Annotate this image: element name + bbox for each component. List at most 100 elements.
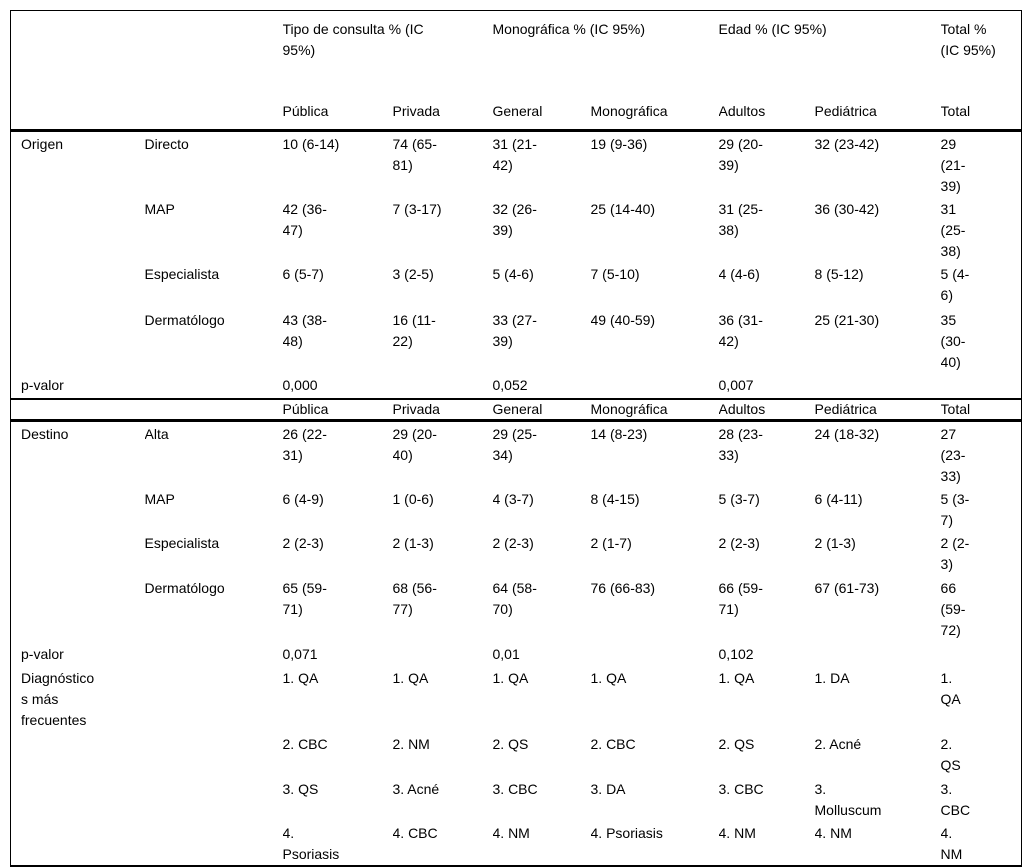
cell: 16 (11-22) (392, 312, 436, 349)
cell: 31 (25-38) (718, 201, 763, 238)
row-label (11, 308, 145, 373)
cell: 2 (1-3) (814, 534, 856, 551)
row-label: Origen (21, 136, 64, 152)
row-label: Destino (21, 425, 69, 442)
results-table: Tipo de consulta % (IC 95%) Monográfica %… (10, 10, 1023, 867)
cell: 64 (58-70) (492, 579, 537, 617)
header-group-row: Tipo de consulta % (IC 95%) Monográfica %… (11, 11, 1022, 100)
column-header (10, 99, 145, 132)
table-row: Diagnósticos más frecuentes 1. QA 1. QA 1. … (11, 666, 1022, 732)
cell (393, 642, 493, 666)
cell: 4. NM (718, 824, 756, 841)
group-header: Tipo de consulta % (IC 95%) (282, 21, 424, 58)
column-header: Monográfica (590, 398, 719, 422)
column-header (144, 99, 283, 132)
cell: 0,01 (492, 645, 520, 662)
cell: 1. QA (590, 669, 627, 686)
row-label (11, 576, 145, 642)
column-header: Privada (392, 99, 493, 132)
cell: 2. QS (492, 735, 529, 752)
column-header: Adultos (718, 99, 815, 132)
cell: 35 (30-40) (940, 312, 966, 370)
cell: 2 (2-3) (940, 534, 970, 572)
cell: 25 (21-30) (814, 312, 880, 328)
cell: 74 (65-81) (392, 136, 437, 173)
cell: 0,071 (282, 645, 318, 662)
cell: 2. QS (940, 735, 961, 773)
cell: 29 (20-39) (718, 136, 763, 173)
table-row: MAP 42 (36-47) 7 (3-17) 32 (26-39) 25 (14-40… (11, 197, 1022, 262)
column-header: General (492, 99, 591, 132)
row-sublabel (145, 777, 283, 821)
cell: 4. NM (940, 824, 963, 862)
cell: 24 (18-32) (814, 425, 880, 442)
cell: 0,052 (492, 377, 528, 393)
group-header: Edad % (IC 95%) (718, 21, 827, 37)
cell: 31 (25-38) (940, 201, 966, 259)
cell (591, 642, 719, 666)
cell: 2. Acné (814, 735, 862, 752)
header-columns-row: Pública Privada General Monográfica Adultos P… (10, 99, 1022, 132)
column-header: Pediátrica (814, 398, 941, 422)
column-header: Total (940, 99, 1022, 132)
table-row: Dermatólogo 65 (59-71) 68 (56-77) 64 (58-70… (11, 576, 1022, 642)
cell: 2. CBC (590, 735, 636, 752)
row-label: Diagnósticos más frecuentes (21, 669, 95, 728)
row-label (11, 777, 145, 821)
row-sublabel: Especialista (144, 266, 220, 282)
row-sublabel: Especialista (144, 534, 220, 551)
column-header: Privada (392, 398, 493, 422)
cell: 3. CBC (940, 780, 971, 818)
cell: 29 (20-40) (392, 425, 437, 463)
group-header: Monográfica % (IC 95%) (492, 21, 646, 37)
cell: 76 (66-83) (590, 579, 656, 596)
cell: 68 (56-77) (392, 579, 437, 617)
cell: 3. DA (590, 780, 626, 797)
row-label (11, 197, 145, 262)
cell: 66 (59-72) (940, 579, 966, 638)
cell: 0,000 (282, 377, 318, 393)
table-row: p-valor 0,071 0,01 0,102 (11, 642, 1022, 666)
cell: 1. QA (492, 669, 529, 686)
cell: 25 (14-40) (590, 201, 656, 217)
repeated-header-row: Pública Privada General Monográfica Adultos P… (10, 398, 1022, 422)
cell: 28 (23-33) (718, 425, 763, 463)
column-header: General (492, 398, 591, 422)
cell: 4. NM (492, 824, 530, 841)
cell: 7 (3-17) (392, 201, 442, 217)
cell: 2 (2-3) (282, 534, 324, 551)
table-row: Dermatólogo 43 (38-48) 16 (11-22) 33 (27-39… (11, 308, 1022, 373)
column-header: Pública (282, 99, 393, 132)
table-row: 2. CBC 2. NM 2. QS 2. CBC 2. QS 2. Acné 2. QS (11, 732, 1022, 777)
cell: 42 (36-47) (282, 201, 327, 238)
row-label (11, 531, 145, 576)
cell: 3. CBC (492, 780, 538, 797)
cell: 4 (3-7) (492, 490, 534, 507)
cell: 36 (30-42) (814, 201, 880, 217)
cell: 5 (3-7) (718, 490, 760, 507)
cell: 4. NM (814, 824, 852, 841)
row-sublabel: MAP (144, 490, 175, 507)
cell: 4. Psoriasis (590, 824, 663, 841)
cell: 2. NM (392, 735, 430, 752)
cell: 4. Psoriasis (282, 824, 340, 862)
cell: 67 (61-73) (814, 579, 880, 596)
cell: 29 (21-39) (940, 136, 966, 194)
cell: 32 (23-42) (814, 136, 880, 152)
cell: 8 (5-12) (814, 266, 864, 282)
column-header: Pediátrica (814, 99, 941, 132)
column-header: Total (940, 398, 1022, 422)
cell: 2 (1-3) (392, 534, 434, 551)
cell: 27 (23-33) (940, 425, 966, 484)
row-label (11, 821, 145, 866)
table-row: Especialista 2 (2-3) 2 (1-3) 2 (2-3) 2 (1-7)… (11, 531, 1022, 576)
cell: 1. QA (940, 669, 961, 707)
cell: 7 (5-10) (590, 266, 640, 282)
cell: 3. Molluscum (814, 780, 882, 818)
cell: 1. QA (718, 669, 755, 686)
cell: 1 (0-6) (392, 490, 434, 507)
cell: 4 (4-6) (718, 266, 760, 282)
cell: 6 (5-7) (282, 266, 324, 282)
cell: 2 (1-7) (590, 534, 632, 551)
